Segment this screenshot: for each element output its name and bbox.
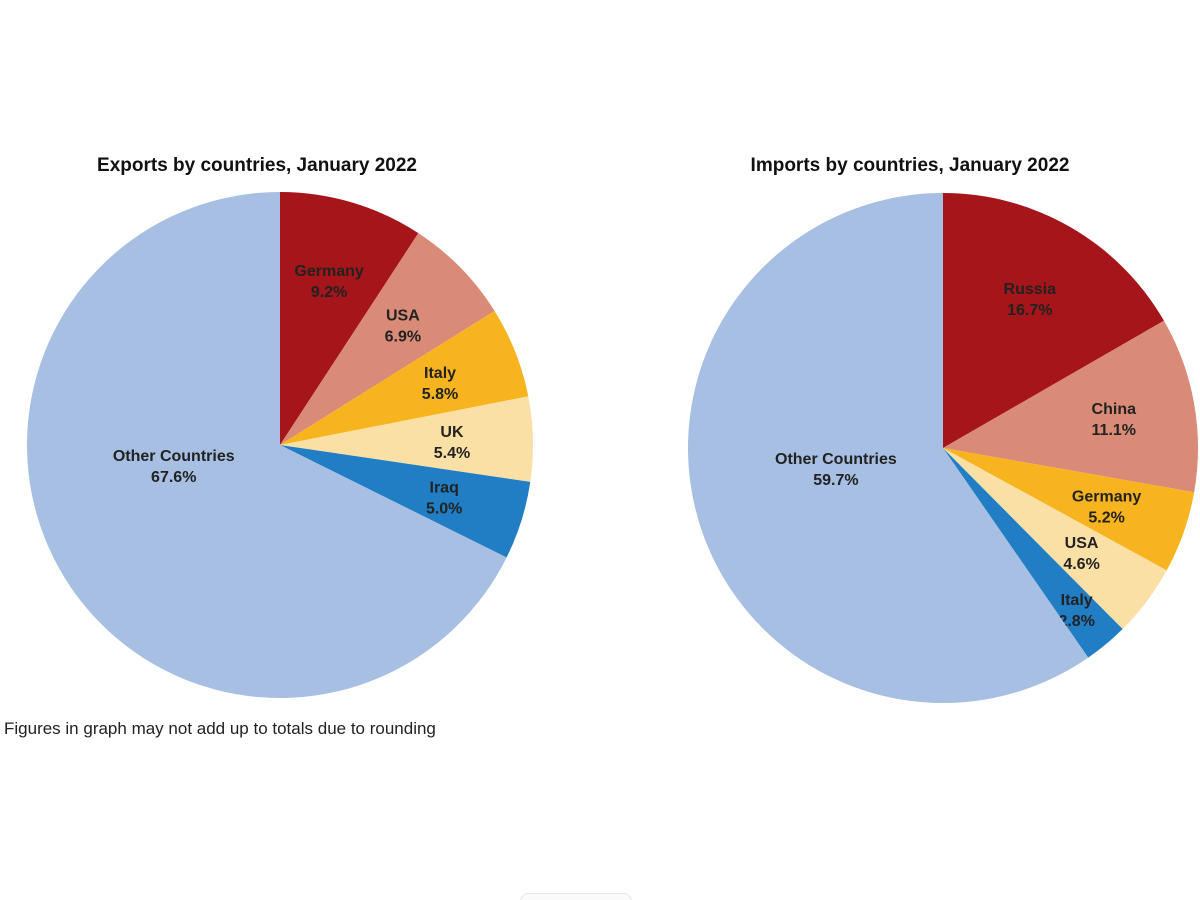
- pie-slice-other-countries: [688, 193, 1089, 703]
- exports-pie: Germany 9.2% USA 6.9%Italy 5.8% UK 5.4% Iraq 5.0…: [27, 192, 533, 699]
- pie-slice-germany: [943, 448, 1195, 571]
- slice-label-germany: Germany 9.2%: [294, 263, 363, 301]
- slice-label-iraq: Iraq 5.0%: [426, 479, 462, 517]
- pie-slice-italy: [943, 448, 1123, 658]
- pie-slice-china: [943, 320, 1198, 493]
- slice-label-other-countries: Other Countries 59.7%: [775, 451, 897, 489]
- pie-slice-iraq: [280, 445, 531, 558]
- pie-slice-usa: [280, 233, 495, 445]
- pie-slice-usa: [943, 448, 1167, 630]
- pie-slice-italy: [280, 310, 529, 445]
- slice-label-other-countries: Other Countries 67.6%: [113, 448, 235, 486]
- pie-slice-other-countries: [27, 192, 507, 699]
- pie-slice-uk: [280, 396, 533, 482]
- slice-label-usa: USA 6.9%: [385, 308, 421, 346]
- slice-label-china: China 11.1%: [1092, 401, 1137, 439]
- bottom-tab: [520, 893, 632, 900]
- pie-slice-germany: [280, 192, 419, 445]
- exports-chart-title: Exports by countries, January 2022: [97, 155, 417, 176]
- pie-slice-russia: [943, 193, 1164, 448]
- slice-label-germany: Germany 5.2%: [1072, 488, 1141, 526]
- imports-chart-title: Imports by countries, January 2022: [750, 155, 1070, 176]
- footnote: Figures in graph may not add up to total…: [4, 719, 436, 738]
- slice-label-uk: UK 5.4%: [434, 424, 470, 462]
- slice-label-italy: Italy 2.8%: [1058, 592, 1094, 630]
- slice-label-italy: Italy 5.8%: [422, 365, 458, 403]
- imports-pie: Russia 16.7% China 11.1% Germany 5.2% USA 4.6% I…: [688, 193, 1198, 703]
- slice-label-russia: Russia 16.7%: [1004, 281, 1057, 319]
- slice-label-usa: USA 4.6%: [1063, 535, 1099, 573]
